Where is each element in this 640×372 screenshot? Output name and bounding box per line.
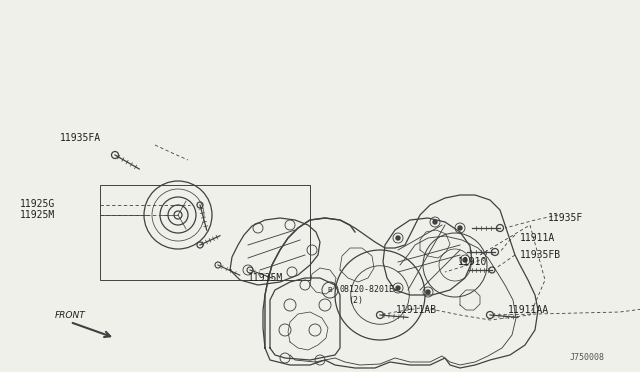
Circle shape — [433, 220, 437, 224]
Text: 11910: 11910 — [458, 257, 488, 267]
Circle shape — [396, 286, 400, 290]
Text: 11911AB: 11911AB — [396, 305, 437, 315]
Text: (2): (2) — [348, 295, 363, 305]
Text: 11925G: 11925G — [20, 199, 55, 209]
Text: 11935F: 11935F — [548, 213, 583, 223]
Text: 11935FB: 11935FB — [520, 250, 561, 260]
Text: 11925M: 11925M — [20, 210, 55, 220]
Text: 11911AA: 11911AA — [508, 305, 549, 315]
Circle shape — [426, 290, 430, 294]
Text: 11935M: 11935M — [248, 273, 284, 283]
Circle shape — [458, 226, 462, 230]
Circle shape — [463, 258, 467, 262]
Text: 11911A: 11911A — [520, 233, 556, 243]
Text: 11935FA: 11935FA — [60, 133, 101, 143]
Text: B: B — [328, 287, 332, 293]
Text: FRONT: FRONT — [55, 311, 86, 320]
Circle shape — [396, 236, 400, 240]
Bar — [100, 185, 310, 280]
Text: J750008: J750008 — [570, 353, 605, 362]
Text: 08120-8201E: 08120-8201E — [340, 285, 395, 295]
